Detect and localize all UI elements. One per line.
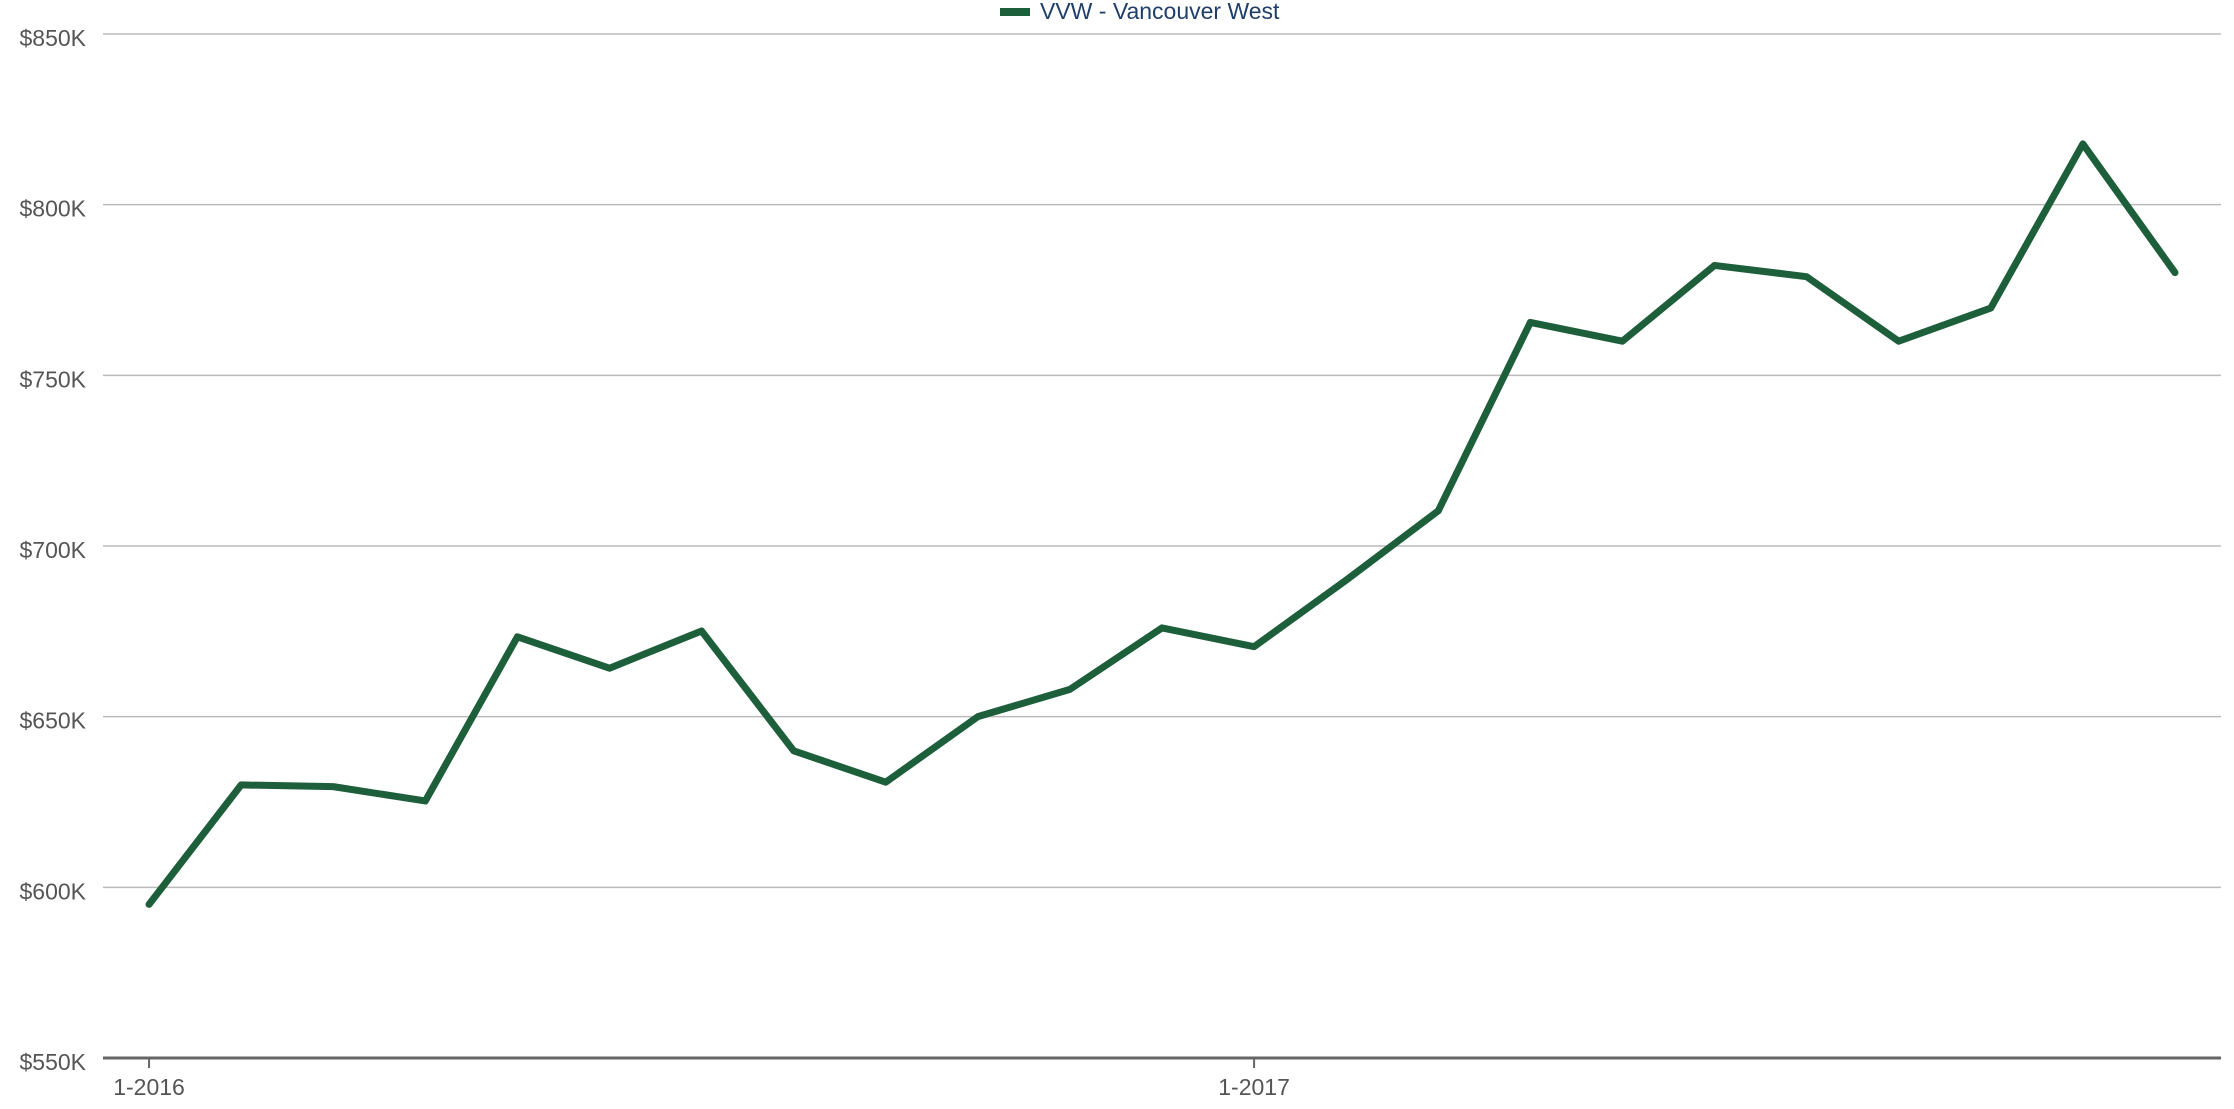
- y-tick-label: $850K: [19, 25, 86, 51]
- y-tick-label: $750K: [19, 366, 86, 392]
- legend-label: VVW - Vancouver West: [1040, 0, 1280, 24]
- y-tick-label: $550K: [19, 1049, 86, 1075]
- x-tick-label: 1-2017: [1218, 1074, 1290, 1100]
- y-tick-label: $800K: [19, 196, 86, 222]
- y-tick-label: $700K: [19, 537, 86, 563]
- line-series: [145, 140, 2179, 908]
- x-tick-label: 1-2016: [113, 1074, 185, 1100]
- y-tick-label: $600K: [19, 878, 86, 904]
- y-tick-label: $650K: [19, 708, 86, 734]
